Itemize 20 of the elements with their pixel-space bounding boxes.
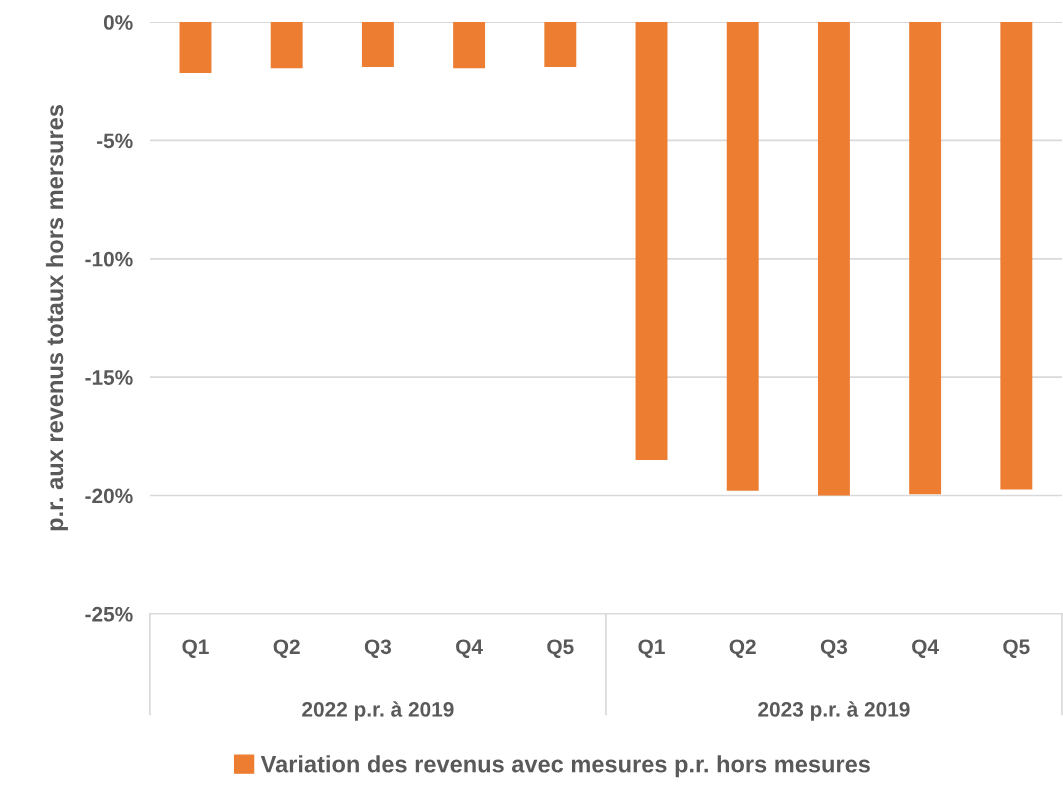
y-tick-label: -15% [85,370,133,385]
x-tick-label: Q1 [182,639,209,659]
y-tick-label: -20% [85,488,133,504]
x-tick-label: Q5 [547,639,574,659]
x-tick-label: Q3 [820,639,848,659]
x-tick-label: Q2 [273,639,300,659]
text: 2023 p.r. à 2019 [758,701,910,721]
x-tick-label: Q3 [364,639,392,659]
legend-label: Variation des revenus avec mesures p.r. hors mesures [260,755,870,778]
y-axis-title: p.r. aux revenus totaux hors mersures [45,105,68,531]
x-tick-label: Q2 [729,639,756,659]
x-tick-label: Q5 [1003,639,1030,659]
x-tick-label: Q4 [456,639,483,659]
text: 2022 p.r. à 2019 [302,701,454,721]
y-tick-label: 0% [103,15,133,30]
x-tick-label: Q4 [912,639,939,659]
x-tick-label: Q1 [638,639,665,659]
y-tick-label: -10% [85,251,133,267]
y-tick-label: -25% [85,606,133,622]
y-tick-label: -5% [96,133,133,149]
